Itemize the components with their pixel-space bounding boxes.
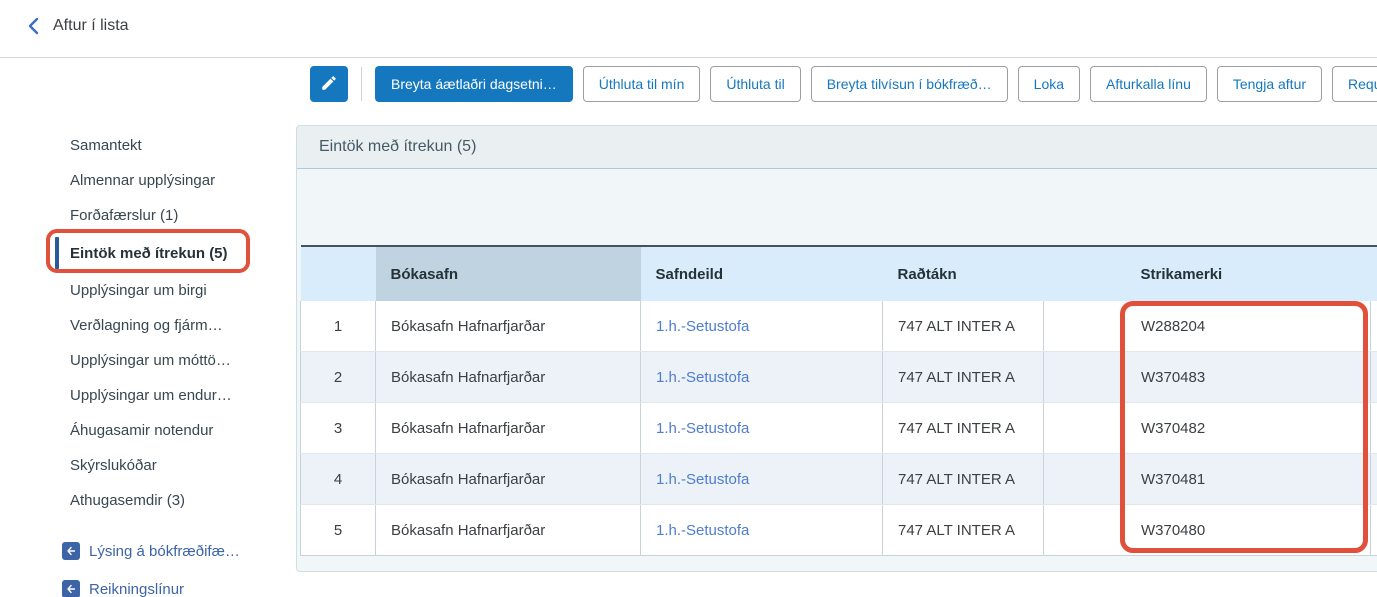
- extra-cell: [1370, 351, 1377, 403]
- sidebar-link-lysing-a-bokfraedifae[interactable]: Lýsing á bókfræðifæ…: [55, 532, 300, 570]
- row-number: 1: [300, 301, 376, 352]
- pencil-icon: [320, 74, 338, 95]
- sidebar-item-verdlagning[interactable]: Verðlagning og fjárm…: [70, 317, 223, 334]
- row-number: 4: [300, 453, 376, 505]
- request-button[interactable]: Reque: [1332, 66, 1377, 102]
- extra-cell: [1370, 453, 1377, 505]
- call-number-cell: 747 ALT INTER A: [882, 453, 1044, 505]
- col-header-radtakn[interactable]: Raðtákn: [882, 246, 1044, 301]
- assign-to-button[interactable]: Úthluta til: [710, 66, 801, 102]
- sidebar-item-ahugasamir-notendur[interactable]: Áhugasamir notendur: [70, 422, 214, 439]
- library-cell: Bókasafn Hafnarfjarðar: [375, 301, 641, 352]
- call-number-cell: 747 ALT INTER A: [882, 301, 1044, 352]
- panel-title: Eintök með ítrekun (5): [297, 126, 1377, 169]
- table-row: 4 Bókasafn Hafnarfjarðar 1.h.-Setustofa …: [300, 453, 1377, 505]
- sidebar-item-eintok-med-itrekun[interactable]: Eintök með ítrekun (5): [55, 233, 300, 273]
- location-link[interactable]: 1.h.-Setustofa: [656, 368, 750, 386]
- col-header-extra: [1370, 246, 1377, 301]
- sidebar-link-label: Reikningslínur: [89, 580, 185, 597]
- edit-button[interactable]: [310, 66, 348, 102]
- library-cell: Bókasafn Hafnarfjarðar: [375, 351, 641, 403]
- sidebar-item-almennar-upplysingar[interactable]: Almennar upplýsingar: [70, 172, 216, 189]
- table-header-row: Bókasafn Safndeild Raðtákn Strikamerki: [300, 246, 1377, 301]
- toolbar-separator: [361, 67, 362, 101]
- relink-button[interactable]: Tengja aftur: [1216, 66, 1323, 102]
- col-header-safndeild[interactable]: Safndeild: [640, 246, 883, 301]
- items-table-wrap: Bókasafn Safndeild Raðtákn Strikamerki 1…: [297, 245, 1377, 556]
- barcode-cell: W288204: [1043, 301, 1371, 352]
- library-cell: Bókasafn Hafnarfjarðar: [375, 453, 641, 505]
- table-row: 5 Bókasafn Hafnarfjarðar 1.h.-Setustofa …: [300, 504, 1377, 556]
- slide-panel-left-icon: [62, 542, 80, 560]
- library-cell: Bókasafn Hafnarfjarðar: [375, 504, 641, 556]
- row-number: 2: [300, 351, 376, 403]
- barcode-cell: W370483: [1043, 351, 1371, 403]
- call-number-cell: 747 ALT INTER A: [882, 402, 1044, 454]
- library-cell: Bókasafn Hafnarfjarðar: [375, 402, 641, 454]
- col-header-strikamerki[interactable]: Strikamerki: [1043, 246, 1371, 301]
- chevron-left-icon: [26, 17, 40, 35]
- sidebar-link-label: Lýsing á bókfræðifæ…: [89, 542, 240, 560]
- table-row: 1 Bókasafn Hafnarfjarðar 1.h.-Setustofa …: [300, 301, 1377, 352]
- change-expected-date-button[interactable]: Breyta áætlaðri dagsetni…: [375, 66, 573, 102]
- extra-cell: [1370, 504, 1377, 556]
- sidebar-item-fordafaerslur[interactable]: Forðafærslur (1): [70, 207, 179, 224]
- assign-to-me-button[interactable]: Úthluta til mín: [582, 66, 701, 102]
- table-row: 2 Bókasafn Hafnarfjarðar 1.h.-Setustofa …: [300, 351, 1377, 403]
- back-link[interactable]: Aftur í lista: [26, 17, 129, 35]
- sidebar-item-athugasemdir[interactable]: Athugasemdir (3): [70, 492, 186, 509]
- location-link[interactable]: 1.h.-Setustofa: [656, 521, 750, 539]
- toolbar: Breyta áætlaðri dagsetni… Úthluta til mí…: [310, 66, 1377, 102]
- header-divider: [0, 57, 1377, 58]
- slide-panel-left-icon: [62, 580, 80, 597]
- extra-cell: [1370, 402, 1377, 454]
- change-bib-reference-button[interactable]: Breyta tilvísun í bókfræð…: [810, 66, 1008, 102]
- col-header-bokasafn[interactable]: Bókasafn: [375, 246, 641, 301]
- table-row: 3 Bókasafn Hafnarfjarðar 1.h.-Setustofa …: [300, 402, 1377, 454]
- extra-cell: [1370, 301, 1377, 352]
- sidebar-item-upplysingar-um-endur[interactable]: Upplýsingar um endur…: [70, 387, 232, 404]
- back-link-label: Aftur í lista: [53, 17, 129, 34]
- items-panel: Eintök með ítrekun (5) Bókasafn Safndeil…: [296, 125, 1377, 572]
- location-link[interactable]: 1.h.-Setustofa: [656, 470, 750, 488]
- location-link[interactable]: 1.h.-Setustofa: [656, 317, 750, 335]
- call-number-cell: 747 ALT INTER A: [882, 351, 1044, 403]
- barcode-cell: W370480: [1043, 504, 1371, 556]
- sidebar: Samantekt Almennar upplýsingar Forðafærs…: [55, 128, 300, 597]
- call-number-cell: 747 ALT INTER A: [882, 504, 1044, 556]
- barcode-cell: W370481: [1043, 453, 1371, 505]
- sidebar-item-skyrslukodar[interactable]: Skýrslukóðar: [70, 457, 157, 474]
- sidebar-link-reikningslinur[interactable]: Reikningslínur: [55, 570, 300, 597]
- sidebar-item-upplysingar-um-birgi[interactable]: Upplýsingar um birgi: [70, 282, 207, 299]
- col-header-rownum[interactable]: [300, 246, 376, 301]
- row-number: 5: [300, 504, 376, 556]
- row-number: 3: [300, 402, 376, 454]
- sidebar-item-samantekt[interactable]: Samantekt: [70, 137, 142, 154]
- cancel-line-button[interactable]: Afturkalla línu: [1090, 66, 1207, 102]
- location-link[interactable]: 1.h.-Setustofa: [656, 419, 750, 437]
- sidebar-item-upplysingar-um-motto[interactable]: Upplýsingar um móttö…: [70, 352, 231, 369]
- barcode-cell: W370482: [1043, 402, 1371, 454]
- close-button[interactable]: Loka: [1017, 66, 1081, 102]
- items-table: Bókasafn Safndeild Raðtákn Strikamerki 1…: [300, 245, 1377, 556]
